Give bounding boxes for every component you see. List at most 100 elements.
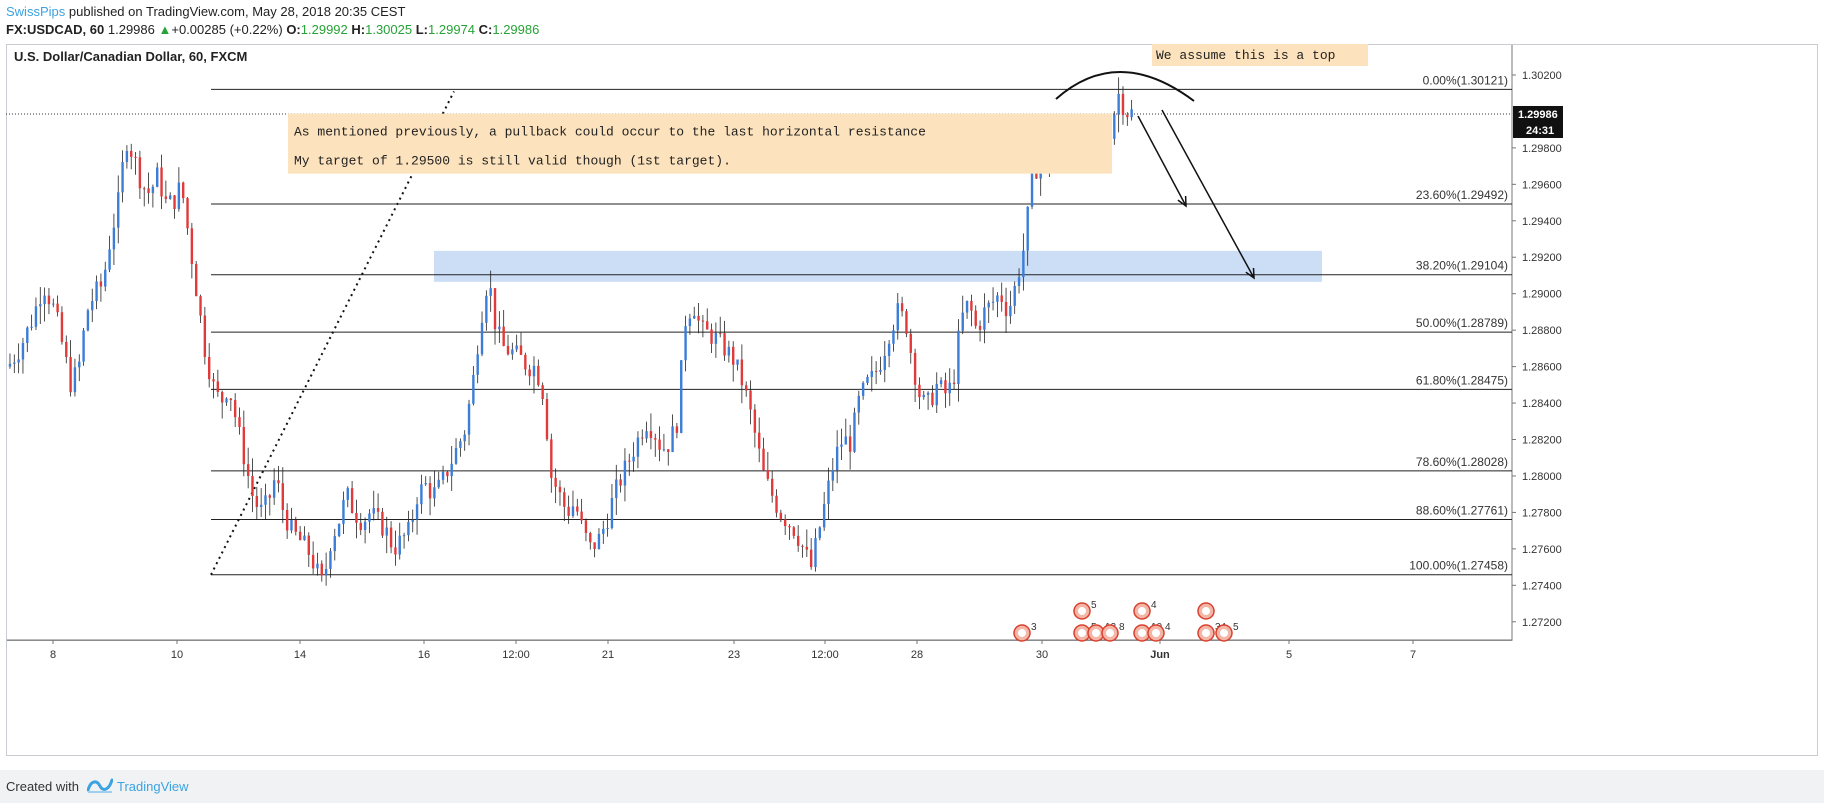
x-tick-label: 28 xyxy=(911,649,923,661)
y-tick-label: 1.28000 xyxy=(1522,471,1562,483)
ohlc-bar: FX:USDCAD, 60 1.29986 ▲+0.00285 (+0.22%)… xyxy=(6,22,539,37)
chart-svg[interactable]: 0.00%(1.30121) 23.60%(1.29492) 38.20%(1.29… xyxy=(6,44,1818,756)
candle-down xyxy=(307,535,310,555)
candle-up xyxy=(532,365,536,377)
candle-down xyxy=(47,295,51,305)
candle-up xyxy=(450,463,453,477)
candle-up xyxy=(948,382,951,394)
candle-up xyxy=(363,521,367,531)
candle-down xyxy=(285,509,289,531)
x-tick-label: 23 xyxy=(728,649,740,661)
arrow-short-line[interactable] xyxy=(1137,115,1187,207)
candle-up xyxy=(853,412,856,452)
y-tick-label: 1.29600 xyxy=(1522,179,1562,191)
candle-down xyxy=(277,480,280,484)
candle-up xyxy=(515,345,518,350)
candle-down xyxy=(792,527,796,536)
candle-up xyxy=(987,302,990,308)
candle-down xyxy=(584,520,588,533)
candle-down xyxy=(809,549,813,568)
candle-down xyxy=(701,320,705,322)
candle-down xyxy=(628,460,631,462)
candle-down xyxy=(428,483,432,499)
candle-down xyxy=(779,512,783,520)
candle-up xyxy=(835,446,839,471)
candle-up xyxy=(511,349,514,355)
candle-up xyxy=(480,322,484,355)
candle-up xyxy=(169,195,172,200)
candle-up xyxy=(225,398,228,403)
candle-down xyxy=(744,385,748,391)
arrow-long-head[interactable] xyxy=(1245,267,1255,280)
price-tag xyxy=(1513,105,1563,122)
top-arc[interactable] xyxy=(1055,71,1195,102)
event-us-icon-inner xyxy=(1138,629,1146,637)
high-value: 1.30025 xyxy=(365,22,413,37)
candle-down xyxy=(952,382,956,385)
candle-down xyxy=(913,352,917,385)
candle-up xyxy=(108,249,111,270)
top-note-box[interactable] xyxy=(1152,44,1368,66)
candle-down xyxy=(848,436,852,452)
author-link[interactable]: SwissPips xyxy=(6,4,66,19)
candle-up xyxy=(623,460,627,486)
chart-area[interactable]: 0.00%(1.30121) 23.60%(1.29492) 38.20%(1.29… xyxy=(6,44,1818,756)
candle-down xyxy=(350,488,354,514)
fib-label: 38.20%(1.29104) xyxy=(1416,259,1508,273)
candle-up xyxy=(498,326,501,330)
y-tick-label: 1.28800 xyxy=(1522,325,1562,337)
candle-down xyxy=(658,439,661,450)
candle-down xyxy=(649,431,653,439)
event-ca-count: 5 xyxy=(1091,600,1097,611)
y-tick-label: 1.28400 xyxy=(1522,398,1562,410)
candle-up xyxy=(485,295,488,323)
candle-up xyxy=(303,535,306,541)
candle-down xyxy=(298,531,302,541)
candle-up xyxy=(337,523,341,537)
candle-up xyxy=(372,508,375,514)
candle-down xyxy=(138,157,142,189)
candle-up xyxy=(965,300,969,313)
candle-up xyxy=(991,301,995,303)
candle-up xyxy=(645,431,648,439)
candle-down xyxy=(550,439,553,478)
candle-down xyxy=(69,356,72,393)
candle-down xyxy=(99,281,103,287)
tradingview-link[interactable]: TradingView xyxy=(117,779,189,794)
candle-down xyxy=(970,300,973,311)
candle-down xyxy=(697,315,700,321)
candle-up xyxy=(324,568,328,576)
candle-down xyxy=(60,312,64,342)
candle-up xyxy=(602,528,605,534)
candle-down xyxy=(554,477,557,487)
candle-up xyxy=(95,281,98,302)
candle-up xyxy=(636,437,640,457)
candle-up xyxy=(454,447,458,464)
note-box[interactable] xyxy=(288,113,1112,174)
candle-up xyxy=(1030,172,1034,207)
candle-up xyxy=(368,513,371,522)
candle-up xyxy=(896,303,899,331)
arrow-short-head[interactable] xyxy=(1177,195,1187,208)
candle-down xyxy=(160,167,163,197)
footer-bar: Created with TradingView xyxy=(0,770,1824,803)
y-tick-label: 1.29800 xyxy=(1522,143,1562,155)
candle-up xyxy=(17,359,20,363)
event-us-icon-inner xyxy=(1202,629,1210,637)
candle-up xyxy=(346,488,349,500)
candle-up xyxy=(831,470,835,481)
candle-up xyxy=(870,370,873,377)
candle-up xyxy=(615,479,618,498)
x-tick-label: 21 xyxy=(602,649,614,661)
candle-down xyxy=(753,409,757,433)
candle-down xyxy=(528,369,531,377)
arrow-long-line[interactable] xyxy=(1161,109,1255,279)
low-value: 1.29974 xyxy=(428,22,476,37)
candle-down xyxy=(519,345,523,355)
resistance-zone[interactable] xyxy=(434,250,1322,282)
candle-up xyxy=(39,304,42,307)
candle-down xyxy=(667,449,670,452)
candle-up xyxy=(866,376,869,383)
tradingview-logo-icon[interactable] xyxy=(86,776,114,797)
candle-up xyxy=(887,343,891,356)
